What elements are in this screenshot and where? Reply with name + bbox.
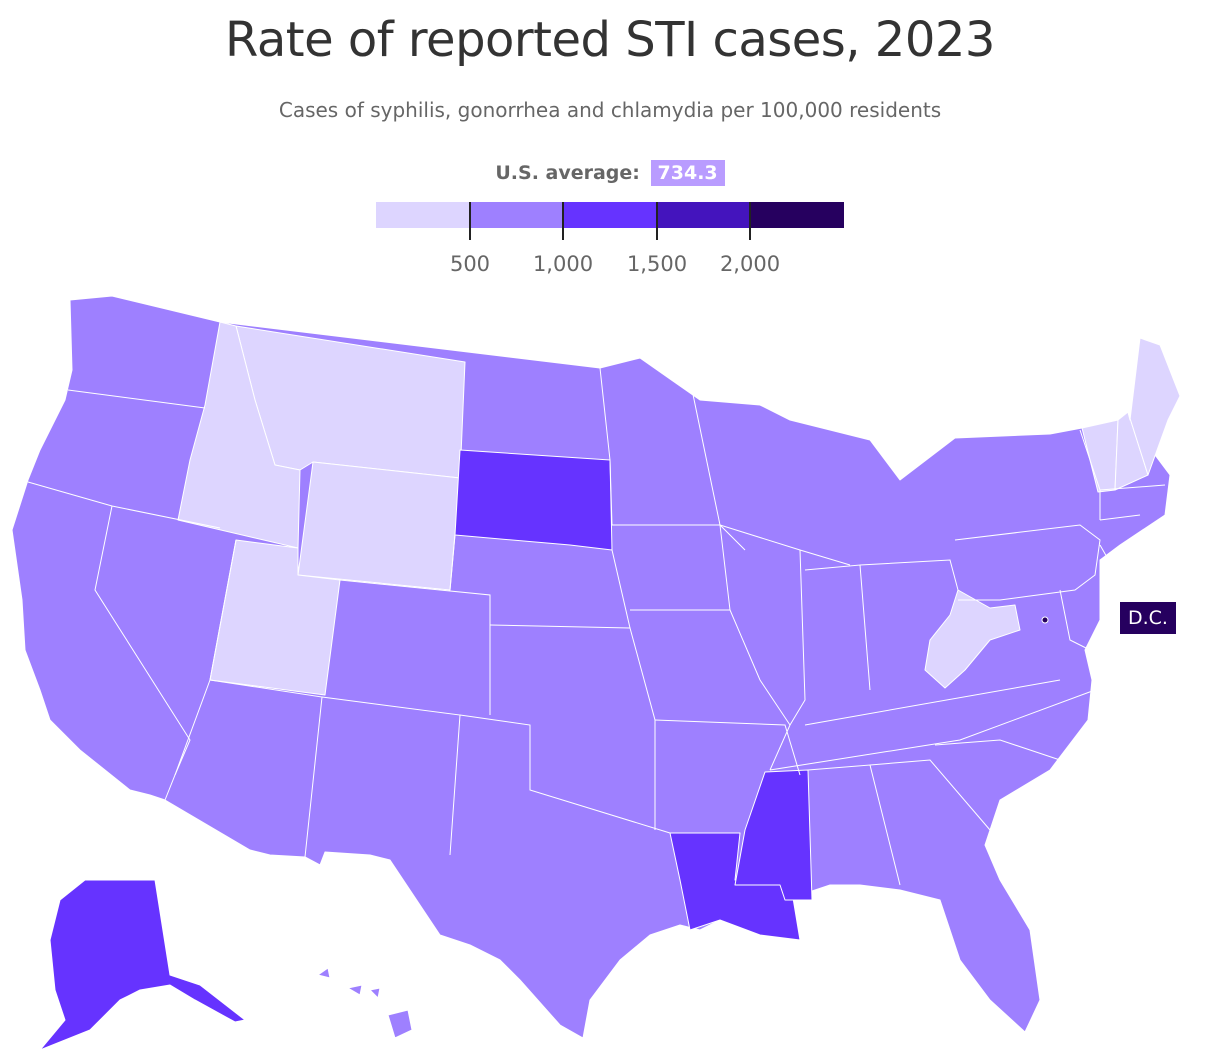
chart-title: Rate of reported STI cases, 2023 bbox=[225, 12, 995, 68]
state-contiguous-us bbox=[11, 295, 1181, 1039]
legend-bin-3 bbox=[563, 202, 657, 228]
legend-tick-label-500: 500 bbox=[449, 252, 491, 276]
state-maine bbox=[1127, 337, 1181, 476]
us-average-value: 734.3 bbox=[650, 160, 725, 186]
state-district-of-columbia bbox=[1041, 616, 1049, 624]
legend-tick-label-1500: 1,500 bbox=[626, 252, 688, 276]
legend-bin-1 bbox=[376, 202, 470, 228]
legend-tick bbox=[656, 202, 658, 240]
state-south-dakota bbox=[454, 449, 613, 551]
state-wyoming bbox=[297, 461, 461, 591]
us-average-label: U.S. average: bbox=[495, 162, 640, 184]
state-idaho bbox=[177, 321, 301, 549]
legend-tick bbox=[749, 202, 751, 240]
legend-bin-4 bbox=[657, 202, 750, 228]
dc-callout-label: D.C. bbox=[1120, 602, 1176, 634]
legend-bin-5 bbox=[750, 202, 844, 228]
legend-bin-2 bbox=[470, 202, 563, 228]
state-hawaii bbox=[317, 967, 413, 1039]
us-average: U.S. average: 734.3 bbox=[0, 160, 1220, 186]
state-mississippi bbox=[734, 769, 813, 901]
state-west-virginia bbox=[924, 589, 1021, 689]
chart-subtitle: Cases of syphilis, gonorrhea and chlamyd… bbox=[278, 98, 942, 122]
state-alaska bbox=[39, 879, 246, 1051]
legend-tick-label-1000: 1,000 bbox=[532, 252, 594, 276]
color-legend bbox=[376, 202, 844, 240]
legend-tick-label-2000: 2,000 bbox=[719, 252, 781, 276]
state-borders bbox=[27, 367, 1166, 886]
state-louisiana bbox=[669, 832, 801, 941]
us-choropleth-map bbox=[11, 295, 1181, 1051]
legend-tick bbox=[562, 202, 564, 240]
legend-tick bbox=[469, 202, 471, 240]
